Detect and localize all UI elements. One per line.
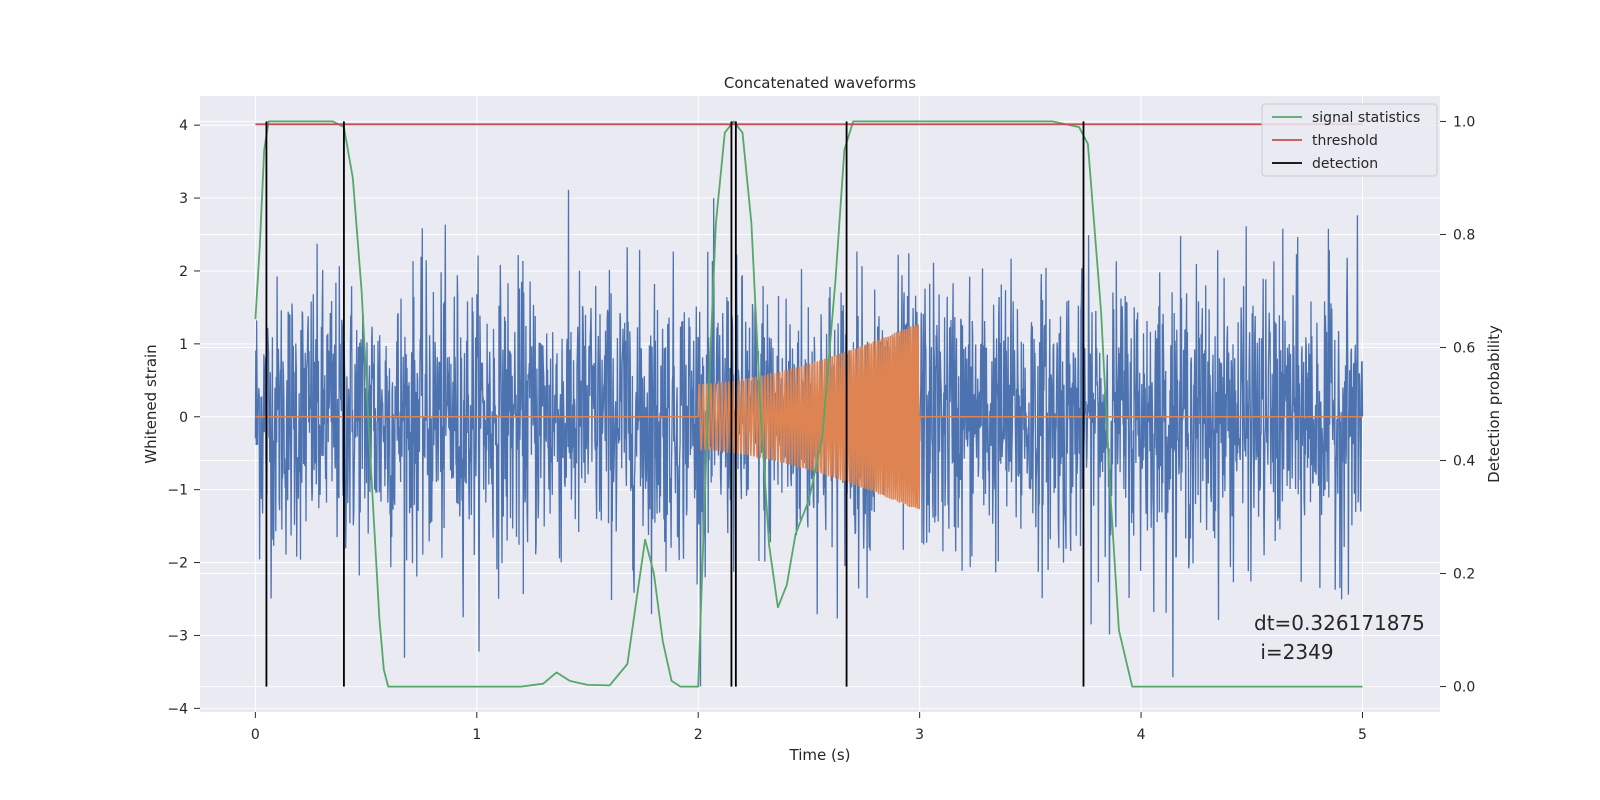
y-right-tick-label: 0.4 [1453, 454, 1475, 470]
y-tick-label: −1 [167, 483, 188, 499]
x-tick-label: 1 [472, 727, 481, 743]
y-tick-label: 0 [179, 410, 188, 426]
axis-ticks: 0 1 2 3 4 5 −4 −3 −2 −1 0 1 2 3 4 0.0 0.2 0.4 0.6 0.8 1.0 [167, 114, 1475, 743]
y-tick-label: 2 [179, 264, 188, 280]
x-tick-label: 4 [1137, 727, 1146, 743]
y-tick-label: 4 [179, 118, 188, 134]
chart-title: Concatenated waveforms [724, 74, 916, 92]
x-axis-label: Time (s) [789, 746, 851, 764]
y-tick-label: 3 [179, 191, 188, 207]
y-right-tick-label: 0.2 [1453, 567, 1475, 583]
y-right-tick-label: 0.6 [1453, 340, 1475, 356]
y-right-tick-label: 1.0 [1453, 114, 1475, 130]
legend-label-signal-statistics: signal statistics [1312, 110, 1420, 126]
x-tick-label: 5 [1358, 727, 1367, 743]
x-tick-label: 3 [915, 727, 924, 743]
y-tick-label: −2 [167, 556, 188, 572]
legend-label-threshold: threshold [1312, 133, 1378, 149]
y-axis-label: Whitened strain [142, 344, 160, 463]
y-tick-label: −4 [167, 701, 188, 717]
annotation-dt: dt=0.326171875 [1254, 611, 1425, 635]
y-right-tick-label: 0.0 [1453, 680, 1475, 696]
x-tick-label: 2 [694, 727, 703, 743]
series-layer [254, 120, 1364, 688]
y-tick-label: 1 [179, 337, 188, 353]
legend-box [1261, 103, 1438, 177]
legend: signal statistics threshold detection [1261, 103, 1438, 177]
x-tick-label: 0 [251, 727, 260, 743]
annotation-i: i=2349 [1254, 640, 1334, 664]
signal-statistics-line [254, 120, 1363, 688]
chirp-signal-line [255, 324, 1363, 510]
y-right-tick-label: 0.8 [1453, 227, 1475, 243]
y-axis-right-label: Detection probability [1485, 325, 1503, 483]
legend-label-detection: detection [1312, 156, 1378, 172]
y-tick-label: −3 [167, 628, 188, 644]
